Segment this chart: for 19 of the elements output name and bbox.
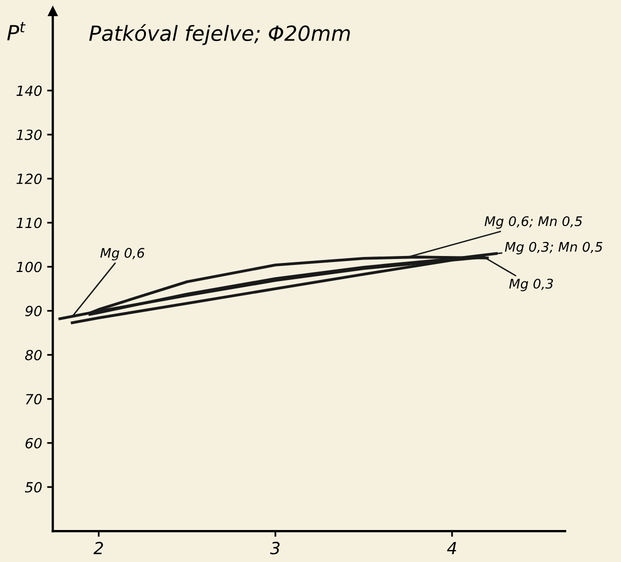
annotation: Mg 0,6; Mn 0,5 (484, 216, 582, 229)
y-axis-title: P$^{t}$ (7, 22, 26, 40)
y-tick-label: 130 (16, 130, 42, 140)
annotation: Mg 0,3; Mn 0,5 (504, 242, 602, 254)
text: Patkóval fejelve; Φ20mm (89, 24, 350, 46)
y-tick-label: 110 (16, 218, 42, 228)
y-tick-label: 80 (25, 350, 42, 360)
x-tick-label: 3 (270, 542, 280, 554)
y-tick-label: 50 (24, 482, 42, 493)
y-tick-label: 90 (25, 306, 42, 316)
y-tick-label: 100 (16, 262, 42, 272)
x-tick-label: 4 (447, 542, 456, 554)
y-tick-label: 120 (16, 174, 42, 184)
y-tick-label: 60 (26, 438, 42, 448)
y-tick-label: 140 (16, 86, 42, 96)
annotation: Mg 0,3 (509, 278, 553, 292)
annotation: Mg 0,6 (100, 248, 144, 260)
y-tick-label: 70 (26, 394, 42, 404)
x-tick-label: 2 (93, 542, 103, 554)
